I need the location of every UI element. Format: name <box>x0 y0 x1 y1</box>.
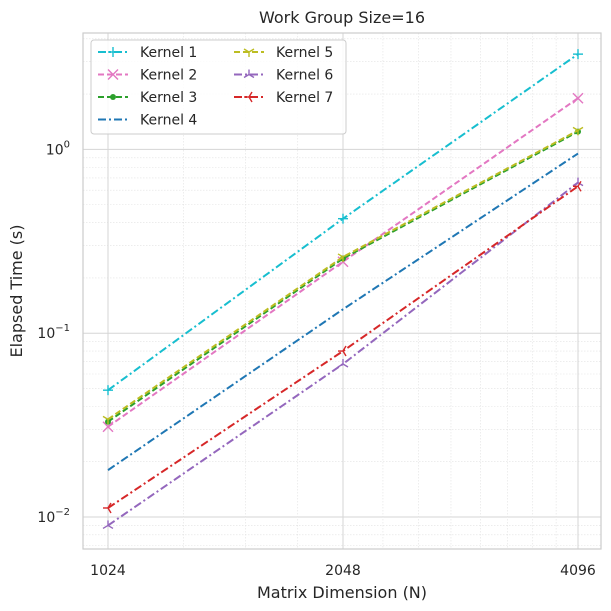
legend: Kernel 1 Kernel 2 Kernel 3 Kernel 4 Kernel 5… <box>90 39 347 135</box>
series-7 <box>103 180 582 514</box>
data-point <box>337 253 349 262</box>
legend-item: Kernel 2 <box>98 68 197 84</box>
series-4 <box>107 152 579 471</box>
data-point <box>572 177 584 187</box>
series-layer <box>102 49 584 530</box>
legend-label: Kernel 3 <box>140 90 197 106</box>
x-tick-label: 1024 <box>90 563 126 579</box>
legend-item: Kernel 5 <box>234 45 333 61</box>
legend-label: Kernel 2 <box>140 68 197 84</box>
data-point <box>573 49 583 60</box>
data-point <box>103 385 113 396</box>
legend-label: Kernel 4 <box>140 113 197 129</box>
x-axis-label: Matrix Dimension (N) <box>257 583 427 602</box>
series-6 <box>102 177 584 530</box>
plot-frame <box>82 32 602 550</box>
legend-marker <box>108 47 118 57</box>
legend-marker <box>243 69 255 79</box>
y-axis-label: Elapsed Time (s) <box>7 225 26 358</box>
series-5 <box>102 126 584 425</box>
series-line <box>107 97 579 428</box>
legend-item: Kernel 3 <box>98 90 197 106</box>
data-point <box>337 359 349 368</box>
legend-marker <box>243 48 255 57</box>
chart-title: Work Group Size=16 <box>259 8 425 27</box>
x-tick-label: 4096 <box>560 563 596 579</box>
series-line <box>107 181 579 527</box>
data-point <box>573 180 582 192</box>
series-line <box>107 152 579 471</box>
legend-item: Kernel 6 <box>234 68 333 84</box>
legend-label: Kernel 5 <box>276 45 333 61</box>
data-point <box>572 92 584 104</box>
data-point <box>338 345 347 357</box>
legend-label: Kernel 1 <box>140 45 197 61</box>
data-point <box>102 415 114 425</box>
data-point <box>572 126 584 136</box>
data-point <box>103 502 112 514</box>
x-tick-label: 2048 <box>325 563 361 579</box>
legend-label: Kernel 6 <box>276 68 333 84</box>
data-point <box>102 421 114 433</box>
data-point <box>102 520 114 530</box>
legend-item: Kernel 7 <box>234 90 333 106</box>
legend-item: Kernel 4 <box>98 113 197 129</box>
data-point <box>338 213 348 224</box>
legend-marker <box>244 91 253 103</box>
legend-marker <box>107 69 119 80</box>
y-tick-label: 10−1 <box>37 323 70 342</box>
legend-box <box>90 39 347 135</box>
legend-marker <box>110 94 116 100</box>
series-line <box>107 129 579 421</box>
y-tick-label: 100 <box>46 139 70 158</box>
series-line <box>107 130 579 423</box>
y-tick-label: 10−2 <box>37 507 70 526</box>
tick-labels: 1024 2048 4096 10−2 10−1 100 <box>37 139 595 579</box>
legend-item: Kernel 1 <box>98 45 197 61</box>
series-1 <box>103 49 583 396</box>
legend-label: Kernel 7 <box>276 90 333 106</box>
